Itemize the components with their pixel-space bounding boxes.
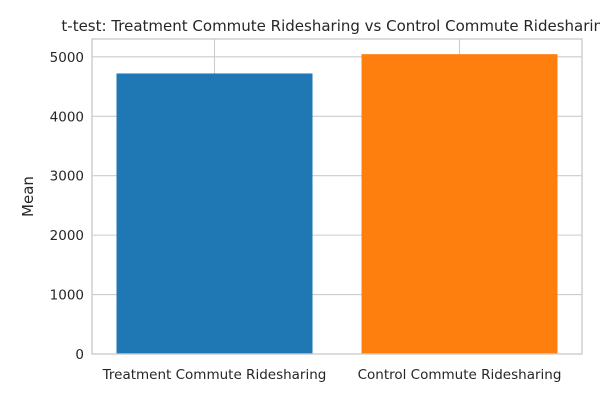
chart-title: t-test: Treatment Commute Ridesharing vs… (61, 17, 600, 35)
bars-layer (116, 54, 558, 355)
x-tick-label: Treatment Commute Ridesharing (102, 367, 327, 383)
bar-control (361, 54, 558, 354)
y-tick-label: 1000 (50, 288, 84, 304)
y-tick-label: 4000 (50, 109, 84, 125)
x-tick-label: Control Commute Ridesharing (358, 367, 562, 383)
x-ticks-layer: Treatment Commute Ridesharing Control Com… (102, 367, 562, 383)
y-tick-label: 0 (75, 347, 84, 363)
y-tick-label: 3000 (50, 169, 84, 185)
y-tick-label: 5000 (50, 50, 84, 66)
y-axis-label: Mean (19, 176, 37, 217)
y-tick-label: 2000 (50, 228, 84, 244)
y-ticks-layer: 0 1000 2000 3000 4000 5000 (50, 50, 84, 363)
bar-treatment (116, 73, 313, 355)
plot-frame (91, 38, 583, 355)
